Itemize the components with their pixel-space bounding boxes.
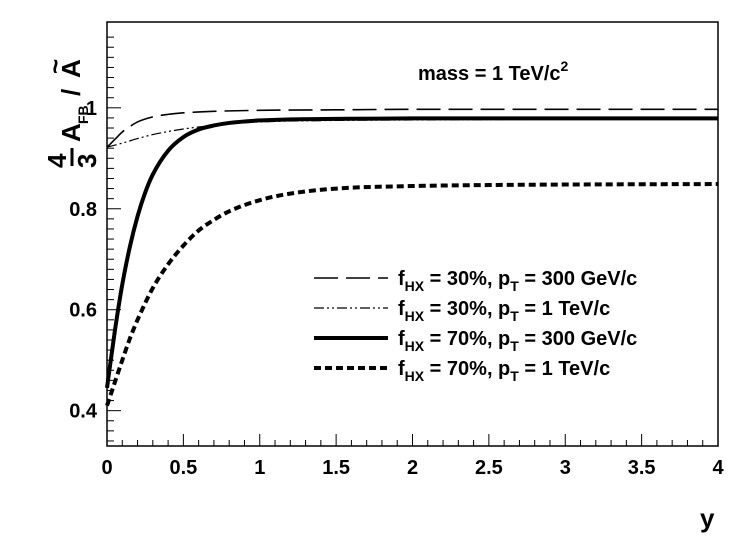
x-tick-label: 2.5 [475,457,503,479]
x-axis-tick-labels: 0 0.5 1 1.5 2 2.5 3 3.5 4 [101,457,724,479]
legend: fHX = 30%, pT = 300 GeV/c fHX = 30%, pT =… [314,268,637,384]
legend-label-3: fHX = 70%, pT = 300 GeV/c [398,328,637,354]
series-line-2 [106,118,718,148]
x-tick-label: 1 [254,457,265,479]
y-title-atilde: A [56,59,86,78]
x-axis-ticks [106,434,719,446]
x-tick-label: 1.5 [322,457,350,479]
series-line-1 [106,108,718,148]
legend-label-2: fHX = 30%, pT = 1 TeV/c [398,298,610,324]
y-tick-label: 1 [86,98,97,120]
x-tick-label: 3 [560,457,571,479]
x-tick-label: 0 [101,457,112,479]
y-title-denominator: 3 [72,154,102,168]
mass-annotation: mass = 1 TeV/c2 [418,58,569,85]
x-tick-label: 2 [407,457,418,479]
series-line-4 [105,182,719,407]
legend-label-4: fHX = 70%, pT = 1 TeV/c [398,358,610,384]
y-tick-label: 0.6 [69,300,97,322]
y-title-tilde: ~ [40,59,70,74]
x-tick-label: 4 [712,457,724,479]
y-title-afb-sub: FB [75,105,91,124]
y-title-slash: / [56,89,86,96]
x-tick-label: 3.5 [628,457,656,479]
x-axis-title: y [700,503,715,533]
y-tick-label: 0.4 [69,401,98,423]
y-tick-label: 0.8 [69,199,97,221]
y-axis-title: 4 3 A FB / A ~ [40,59,102,168]
series-line-3 [105,116,718,389]
legend-label-1: fHX = 30%, pT = 300 GeV/c [398,268,637,294]
x-tick-label: 0.5 [169,457,197,479]
series-group [105,108,719,407]
y-title-numerator: 4 [42,153,72,168]
y-title-afb: A [56,123,86,142]
y-axis-tick-labels: 0.4 0.6 0.8 1 [69,98,98,423]
